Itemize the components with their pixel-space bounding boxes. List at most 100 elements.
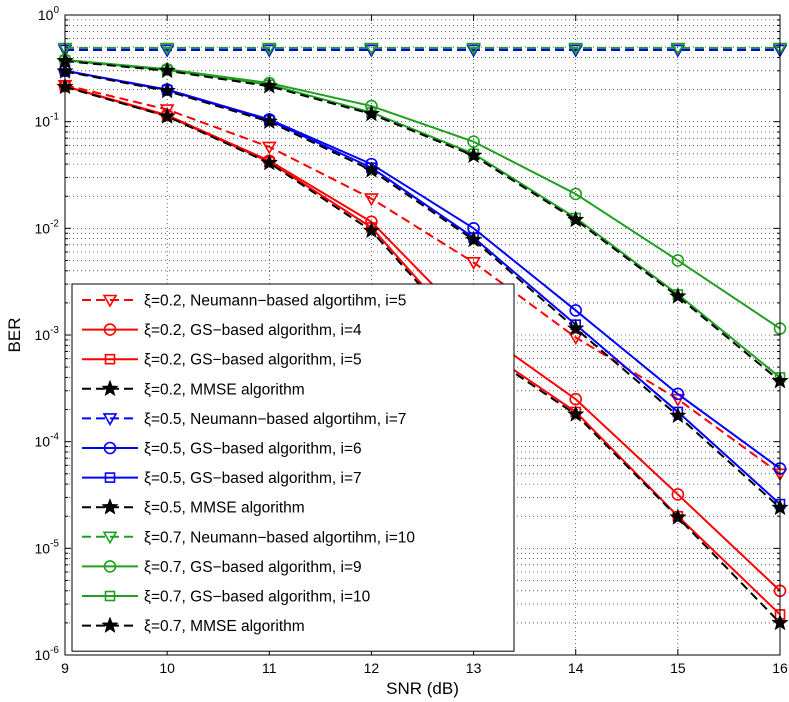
legend-entry: ξ=0.7, GS−based algorithm, i=9 [82, 559, 362, 576]
x-tick-label: 15 [670, 660, 686, 676]
legend-label: ξ=0.7, GS−based algorithm, i=9 [144, 559, 362, 576]
legend-label: ξ=0.5, Neumann−based algortihm, i=7 [144, 411, 406, 428]
legend-label: ξ=0.5, MMSE algorithm [144, 500, 305, 517]
series-line [64, 69, 781, 505]
marker-triangle-down [364, 44, 379, 58]
legend-label: ξ=0.7, MMSE algorithm [144, 618, 305, 635]
marker-circle [569, 304, 583, 317]
marker-star [669, 406, 687, 424]
legend-label: ξ=0.2, Neumann−based algortihm, i=5 [144, 293, 406, 310]
series-5 [57, 44, 788, 58]
marker-star [158, 61, 176, 79]
marker-triangle-down [670, 44, 686, 58]
x-tick-label: 10 [159, 660, 175, 676]
legend-entry: ξ=0.2, MMSE algorithm [82, 379, 305, 398]
legend-label: ξ=0.2, GS−based algorithm, i=5 [144, 352, 362, 369]
legend-label: ξ=0.7, GS−based algorithm, i=10 [144, 589, 371, 606]
marker-star [566, 210, 585, 228]
marker-square [104, 353, 116, 365]
legend-entry: ξ=0.5, GS−based algorithm, i=6 [82, 441, 362, 458]
marker-star [566, 319, 585, 336]
x-tick-label: 12 [364, 660, 380, 676]
marker-circle [569, 187, 583, 201]
x-tick-label: 16 [772, 660, 788, 676]
x-axis-label: SNR (dB) [386, 679, 459, 698]
marker-triangle-down [466, 44, 481, 58]
legend-box [71, 283, 515, 652]
marker-triangle-down [364, 42, 379, 56]
x-tick-label: 13 [466, 660, 482, 676]
marker-triangle-down [670, 42, 686, 56]
marker-star [101, 616, 119, 634]
marker-star [362, 104, 381, 122]
marker-square [104, 472, 116, 483]
marker-triangle-down [261, 44, 277, 58]
marker-triangle-down [261, 141, 277, 155]
marker-circle [671, 254, 685, 267]
marker-star [158, 107, 176, 124]
marker-triangle-down [466, 42, 481, 56]
marker-triangle-down [102, 531, 118, 545]
legend-entry: ξ=0.5, GS−based algorithm, i=7 [82, 470, 362, 487]
series-line [64, 84, 781, 475]
marker-star [566, 405, 585, 422]
x-tick-label: 14 [568, 660, 584, 676]
marker-triangle-down [568, 332, 584, 345]
ticks: 9 10 11 12 13 14 15 16 100 10-1 10-2 10-3 10-4 10-5 10… [35, 5, 788, 676]
legend-label: ξ=0.2, MMSE algorithm [144, 381, 305, 398]
marker-star [260, 76, 279, 94]
legend-entry: ξ=0.7, GS−based algorithm, i=10 [82, 589, 371, 606]
marker-star [362, 161, 381, 178]
marker-star [464, 230, 483, 248]
marker-circle [671, 387, 685, 401]
marker-star [464, 146, 483, 164]
marker-circle [103, 323, 117, 336]
y-tick-label: 10-5 [35, 538, 60, 556]
series-line [64, 60, 781, 382]
legend-entry: ξ=0.7, Neumann−based algortihm, i=10 [82, 529, 415, 546]
legend-entry: ξ=0.2, GS−based algorithm, i=5 [82, 352, 362, 369]
legend-entry: ξ=0.2, Neumann−based algortihm, i=5 [82, 293, 406, 310]
legend-entry: ξ=0.5, MMSE algorithm [82, 497, 305, 517]
marker-star [158, 81, 176, 99]
marker-star [101, 379, 119, 397]
marker-star [260, 153, 279, 171]
marker-triangle-down [159, 44, 175, 58]
marker-triangle-down [466, 257, 481, 270]
marker-triangle-down [568, 42, 584, 56]
y-tick-label: 10-1 [35, 112, 60, 130]
y-tick-label: 100 [38, 5, 60, 23]
marker-circle [103, 560, 117, 573]
legend-entry: ξ=0.2, GS−based algorithm, i=4 [82, 322, 362, 339]
marker-star [669, 508, 687, 525]
legend-label: ξ=0.2, GS−based algorithm, i=4 [144, 322, 362, 339]
y-tick-label: 10-4 [35, 432, 60, 450]
marker-triangle-down [261, 42, 277, 56]
legend: ξ=0.2, Neumann−based algortihm, i=5 ξ=0.2… [71, 283, 515, 652]
y-tick-label: 10-3 [35, 325, 60, 343]
legend-label: ξ=0.5, GS−based algorithm, i=6 [144, 441, 362, 458]
marker-triangle-down [364, 193, 379, 207]
marker-triangle-down [102, 294, 118, 308]
marker-star [669, 287, 687, 304]
marker-circle [569, 392, 583, 406]
x-tick-label: 11 [262, 660, 277, 676]
marker-star [260, 112, 279, 130]
series-line [64, 70, 781, 509]
marker-circle [103, 441, 117, 455]
marker-star [101, 497, 119, 515]
legend-entry: ξ=0.5, Neumann−based algortihm, i=7 [82, 411, 406, 428]
x-tick-label: 9 [61, 660, 69, 676]
y-tick-label: 10-6 [35, 645, 60, 663]
legend-entry: ξ=0.7, MMSE algorithm [82, 616, 305, 635]
marker-circle [671, 488, 685, 501]
y-axis-label: BER [5, 318, 24, 353]
legend-label: ξ=0.5, GS−based algorithm, i=7 [144, 470, 362, 487]
marker-square [104, 590, 116, 602]
legend-label: ξ=0.7, Neumann−based algortihm, i=10 [144, 529, 415, 546]
marker-triangle-down [568, 44, 584, 58]
y-tick-label: 10-2 [35, 218, 60, 236]
marker-star [362, 221, 381, 239]
series-layer [56, 42, 789, 631]
